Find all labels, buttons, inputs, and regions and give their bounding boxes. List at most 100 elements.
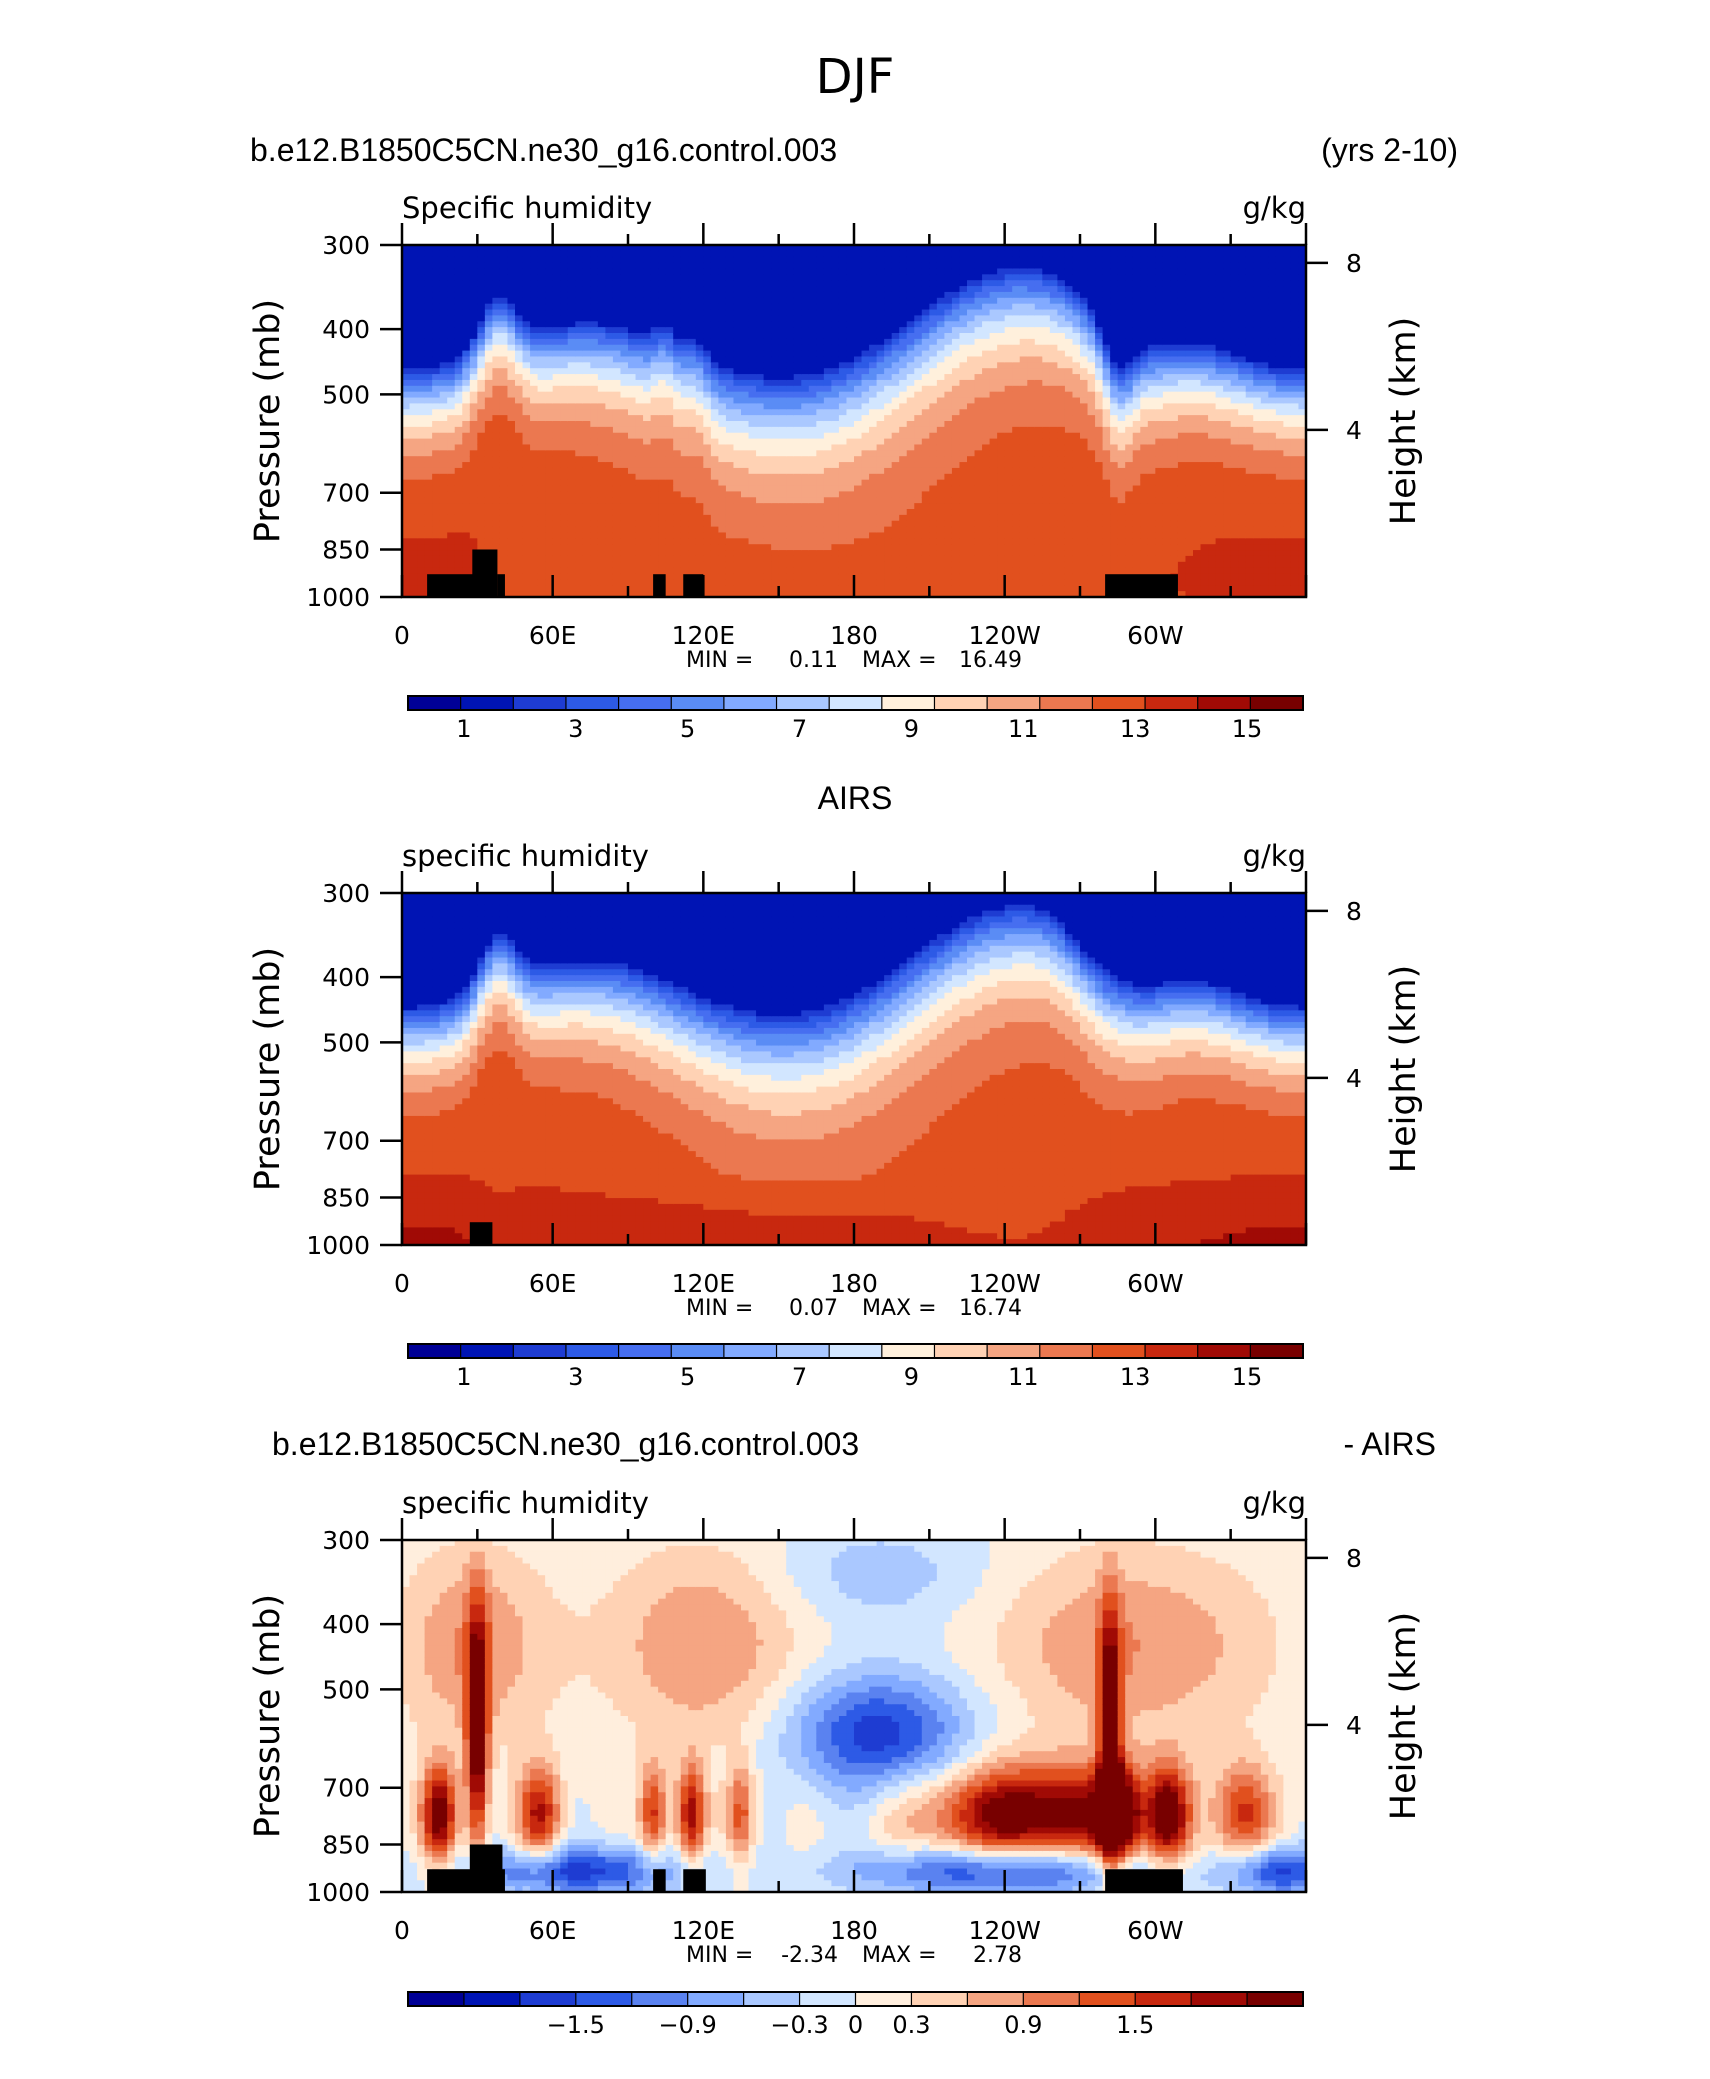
- contour-cell: [974, 385, 983, 393]
- contour-cell: [936, 532, 945, 539]
- contour-cell: [673, 315, 682, 322]
- contour-cell: [951, 385, 961, 393]
- contour-cell: [997, 374, 1006, 381]
- contour-cell: [492, 450, 501, 457]
- contour-cell: [906, 426, 915, 434]
- contour-cell: [409, 520, 418, 528]
- contour-cell: [560, 344, 569, 352]
- contour-cell: [650, 444, 659, 451]
- contour-cell: [763, 291, 772, 299]
- contour-cell: [944, 338, 953, 346]
- contour-cell: [906, 432, 915, 440]
- contour-cell: [823, 473, 832, 481]
- contour-cell: [906, 503, 915, 510]
- contour-cell: [673, 526, 682, 534]
- contour-cell: [718, 397, 727, 404]
- contour-cell: [982, 291, 991, 299]
- contour-cell: [838, 579, 848, 586]
- contour-cell: [650, 526, 659, 534]
- contour-cell: [402, 350, 411, 358]
- contour-cell: [620, 379, 629, 387]
- contour-cell: [1019, 350, 1028, 358]
- contour-cell: [499, 303, 509, 311]
- contour-cell: [492, 497, 501, 504]
- contour-cell: [665, 579, 674, 586]
- contour-cell: [959, 362, 968, 369]
- contour-cell: [560, 391, 569, 399]
- contour-cell: [658, 327, 667, 334]
- contour-cell: [665, 327, 674, 334]
- contour-cell: [545, 450, 554, 457]
- contour-cell: [575, 333, 584, 340]
- contour-cell: [831, 491, 840, 498]
- contour-cell: [710, 268, 719, 275]
- contour-cell: [929, 503, 938, 510]
- contour-cell: [936, 338, 945, 346]
- contour-cell: [597, 268, 606, 275]
- contour-cell: [1019, 561, 1028, 569]
- contour-cell: [884, 409, 893, 416]
- contour-cell: [929, 450, 938, 457]
- contour-cell: [635, 315, 644, 322]
- contour-cell: [590, 485, 599, 492]
- contour-cell: [838, 315, 848, 322]
- contour-cell: [982, 432, 991, 440]
- contour-cell: [409, 579, 418, 586]
- contour-cell: [447, 415, 456, 422]
- contour-cell: [989, 350, 998, 358]
- contour-cell: [718, 550, 727, 557]
- contour-cell: [718, 538, 727, 545]
- contour-cell: [545, 456, 554, 463]
- contour-cell: [673, 520, 682, 528]
- contour-cell: [492, 333, 501, 340]
- contour-cell: [462, 403, 471, 410]
- contour-cell: [537, 426, 546, 434]
- contour-cell: [484, 450, 493, 457]
- contour-cell: [914, 309, 923, 316]
- contour-cell: [854, 550, 863, 557]
- contour-cell: [417, 321, 426, 328]
- contour-cell: [982, 403, 991, 410]
- contour-cell: [469, 245, 478, 252]
- contour-cell: [1004, 479, 1013, 487]
- contour-cell: [484, 421, 493, 428]
- contour-cell: [748, 485, 757, 492]
- contour-cell: [695, 485, 704, 492]
- contour-cell: [417, 374, 426, 381]
- contour-cell: [590, 280, 599, 287]
- contour-cell: [703, 297, 712, 305]
- contour-cell: [786, 303, 795, 311]
- contour-cell: [801, 415, 810, 422]
- contour-cell: [650, 479, 659, 487]
- contour-cell: [823, 485, 832, 492]
- contour-cell: [997, 456, 1006, 463]
- contour-cell: [688, 421, 697, 428]
- contour-cell: [876, 256, 885, 264]
- contour-cell: [552, 297, 561, 305]
- contour-cell: [808, 245, 817, 252]
- contour-cell: [628, 561, 637, 569]
- contour-cell: [492, 467, 501, 475]
- contour-cell: [914, 297, 923, 305]
- contour-cell: [997, 462, 1006, 469]
- contour-cell: [861, 327, 870, 334]
- contour-cell: [891, 344, 900, 352]
- contour-cell: [552, 403, 561, 410]
- contour-cell: [530, 333, 539, 340]
- contour-cell: [650, 379, 659, 387]
- contour-cell: [793, 333, 802, 340]
- contour-cell: [1012, 374, 1021, 381]
- contour-cell: [741, 321, 750, 328]
- contour-cell: [921, 426, 930, 434]
- contour-cell: [838, 532, 848, 539]
- contour-cell: [884, 491, 893, 498]
- contour-cell: [823, 421, 832, 428]
- contour-cell: [492, 503, 501, 510]
- contour-cell: [477, 438, 486, 446]
- contour-cell: [597, 497, 606, 504]
- contour-cell: [929, 544, 938, 551]
- contour-cell: [816, 368, 825, 375]
- contour-cell: [409, 421, 418, 428]
- contour-cell: [432, 250, 441, 258]
- contour-cell: [967, 245, 976, 252]
